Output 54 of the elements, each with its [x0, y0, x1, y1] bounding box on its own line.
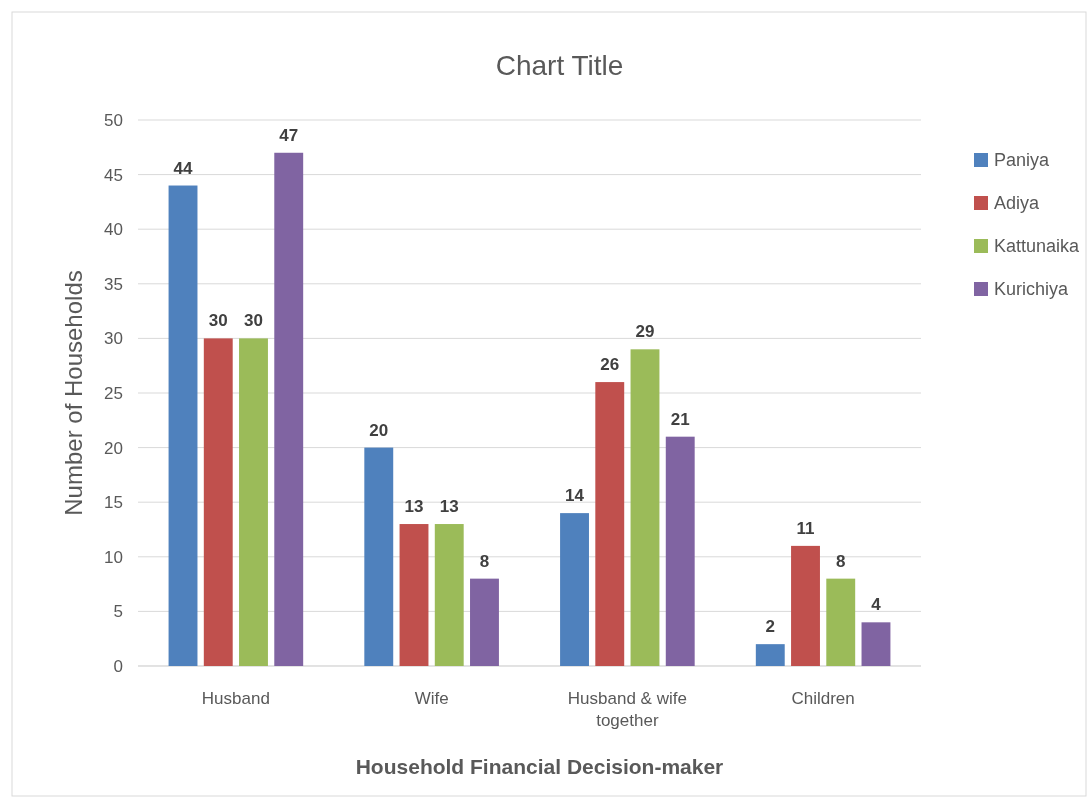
x-tick-label: Husband & wife together [567, 689, 687, 730]
y-tick-label: 30 [104, 329, 123, 349]
data-label: 21 [670, 409, 690, 429]
bar [434, 524, 464, 666]
data-label: 44 [173, 158, 194, 178]
y-tick-label: 40 [104, 220, 123, 240]
data-label: 13 [439, 497, 459, 517]
y-tick-label: 15 [104, 493, 123, 513]
data-label: 29 [635, 322, 655, 342]
bar [826, 578, 856, 666]
y-tick-label: 25 [104, 383, 123, 403]
y-tick-label: 35 [104, 274, 123, 294]
y-tick-label: 5 [113, 602, 123, 622]
data-label: 20 [369, 420, 389, 440]
bar [630, 349, 660, 666]
data-label: 30 [208, 311, 228, 331]
data-label: 47 [279, 125, 299, 145]
bar [791, 545, 820, 666]
bar [239, 338, 268, 666]
bar [755, 644, 785, 666]
data-label: 8 [836, 551, 846, 571]
x-axis-title: Household Financial Decision-maker [355, 755, 724, 778]
legend-label: Adiya [994, 193, 1041, 214]
bar [168, 185, 198, 666]
x-tick-label: Children [791, 689, 855, 708]
data-label: 14 [565, 486, 585, 506]
data-label: 30 [244, 311, 263, 331]
bar [560, 513, 589, 666]
bar [470, 578, 499, 666]
y-tick-label: 45 [104, 165, 123, 185]
legend-label: Paniya [994, 150, 1051, 171]
y-tick-label: 50 [104, 110, 123, 130]
x-tick-label: Husband [201, 689, 270, 708]
legend-label: Kurichiya [994, 279, 1070, 300]
bar [861, 622, 891, 666]
y-axis-title: Number of Households [60, 270, 87, 516]
bar [203, 338, 233, 666]
y-tick-label: 10 [104, 547, 123, 567]
data-label: 11 [796, 518, 815, 538]
data-label: 8 [479, 551, 490, 571]
y-tick-label: 0 [113, 656, 123, 676]
bar [399, 524, 429, 666]
legend-label: Kattunaika [994, 236, 1081, 257]
y-tick-label: 20 [104, 438, 123, 458]
chart-title: Chart Title [495, 50, 624, 81]
x-tick-label: Wife [414, 689, 449, 708]
bar [665, 436, 695, 666]
data-label: 2 [765, 617, 776, 637]
bar [274, 152, 304, 666]
data-label: 4 [871, 595, 882, 615]
bar [364, 447, 394, 666]
data-label: 26 [600, 355, 620, 375]
data-label: 13 [404, 497, 424, 517]
bar [595, 382, 625, 666]
